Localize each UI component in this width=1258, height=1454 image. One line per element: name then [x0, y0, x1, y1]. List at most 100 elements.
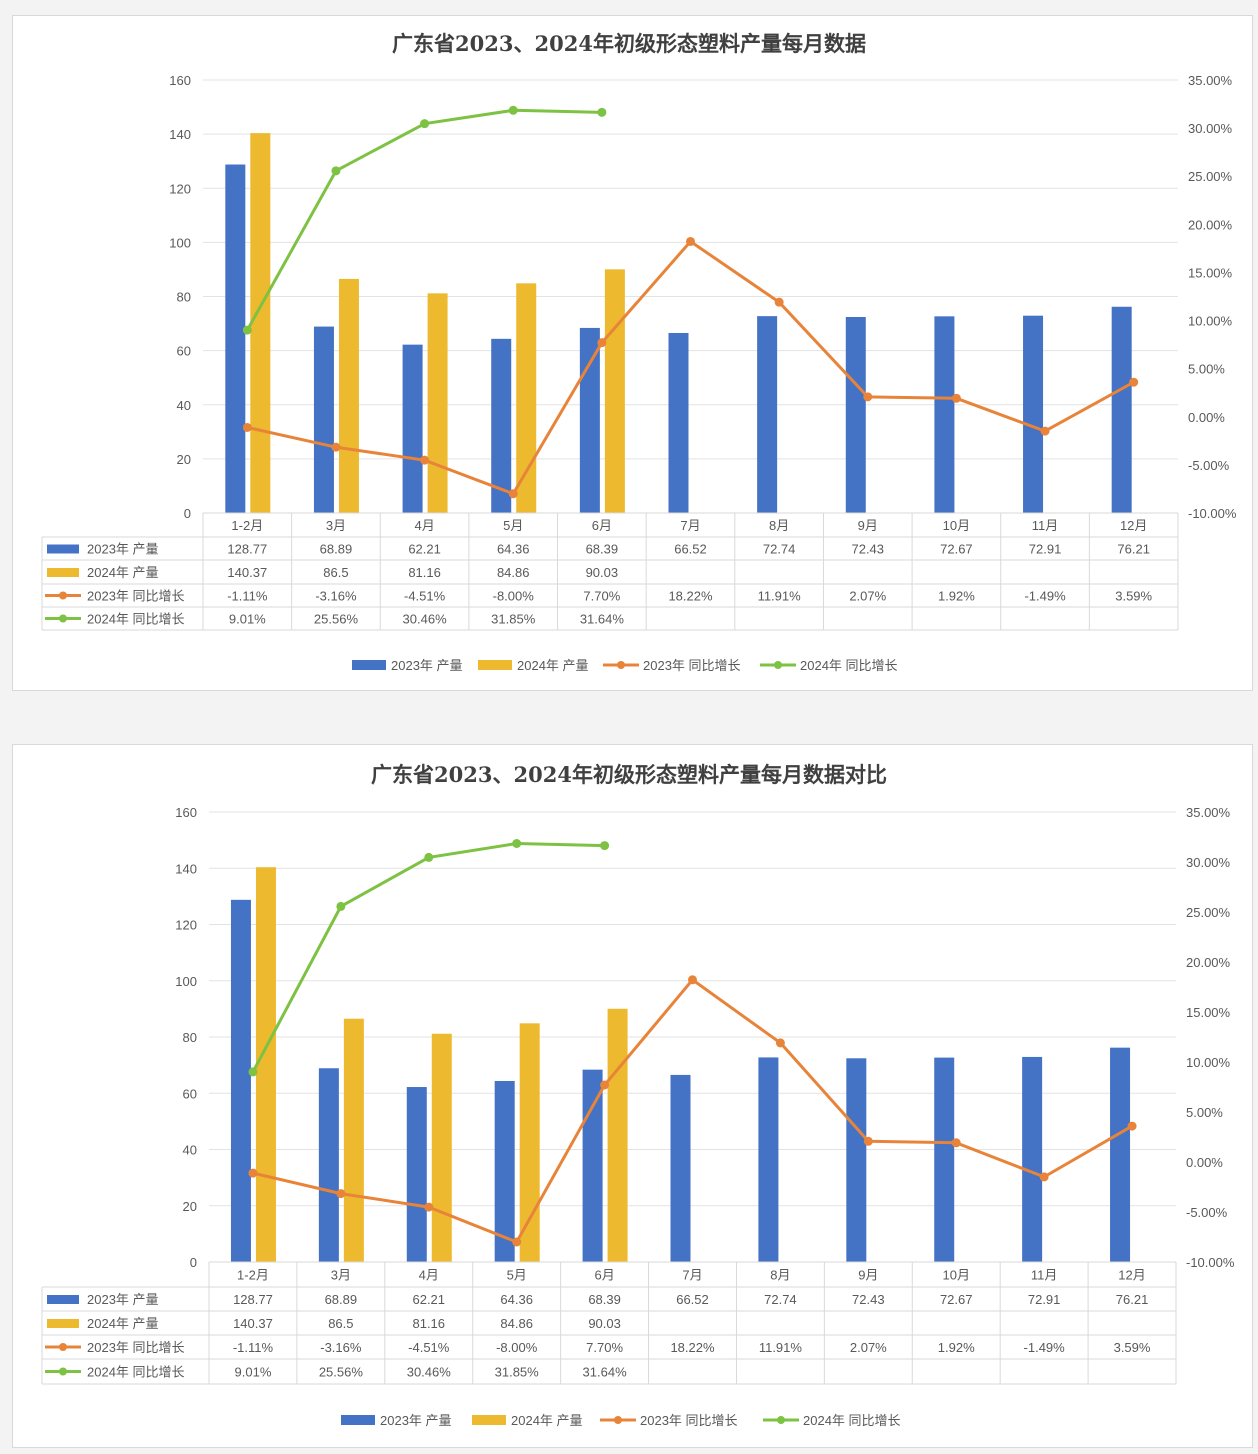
- bar-2023-7: [846, 1058, 867, 1262]
- y2-tick-label: 20.00%: [1186, 955, 1231, 970]
- table-cell: 62.21: [408, 542, 441, 557]
- legend-marker: [777, 1416, 785, 1424]
- table-cell: 2.07%: [849, 589, 886, 604]
- y-tick-label: 40: [183, 1143, 197, 1158]
- category-label: 6月: [594, 1268, 614, 1283]
- legend-label: 2023年 同比增长: [643, 658, 741, 673]
- y-tick-label: 140: [175, 861, 197, 876]
- table-cell: 3.59%: [1114, 1340, 1151, 1355]
- table-cell: -8.00%: [496, 1340, 538, 1355]
- category-label: 7月: [680, 518, 700, 533]
- line-point-2-5: [688, 975, 697, 985]
- y2-tick-label: 25.00%: [1188, 169, 1233, 184]
- table-legend-swatch: [47, 1295, 79, 1304]
- category-label: 1-2月: [237, 1268, 269, 1283]
- y2-tick-label: 0.00%: [1186, 1155, 1223, 1170]
- bar-2024-3: [516, 283, 537, 513]
- table-legend-marker: [59, 1343, 67, 1351]
- table-cell: 72.91: [1029, 542, 1062, 557]
- table-legend-swatch: [47, 544, 79, 554]
- table-cell: 18.22%: [668, 589, 713, 604]
- y2-tick-label: 20.00%: [1188, 217, 1233, 232]
- bar-2023-9: [1023, 315, 1044, 513]
- bar-2023-2: [402, 344, 423, 513]
- chart-panel-1: [12, 15, 1253, 691]
- table-cell: 72.67: [940, 1292, 973, 1307]
- line-point-2-3: [508, 489, 518, 499]
- legend-swatch: [352, 660, 386, 670]
- bar-2024-1: [338, 278, 359, 513]
- legend-marker: [614, 1416, 622, 1424]
- y2-tick-label: 35.00%: [1188, 73, 1233, 88]
- table-cell: 90.03: [586, 565, 619, 580]
- table-legend-marker: [59, 591, 67, 600]
- y-tick-label: 40: [177, 398, 191, 413]
- table-cell: 11.91%: [758, 589, 802, 604]
- table-cell: 25.56%: [314, 612, 359, 627]
- table-cell: 86.5: [323, 565, 348, 580]
- y-tick-label: 140: [169, 127, 191, 142]
- table-legend-swatch: [47, 1319, 79, 1328]
- bar-2023-9: [1022, 1056, 1043, 1262]
- legend-marker: [774, 661, 782, 669]
- category-label: 8月: [770, 1268, 790, 1283]
- category-label: 3月: [331, 1268, 351, 1283]
- y-tick-label: 80: [177, 290, 191, 305]
- legend-label: 2024年 产量: [517, 658, 589, 673]
- table-cell: 64.36: [497, 542, 530, 557]
- table-legend-marker: [59, 1367, 67, 1376]
- line-point-3-0: [242, 325, 252, 335]
- category-label: 12月: [1120, 518, 1147, 533]
- table-cell: 31.85%: [495, 1365, 540, 1380]
- bar-2023-8: [934, 1057, 955, 1262]
- legend-swatch: [472, 1415, 506, 1425]
- y-tick-label: 20: [183, 1199, 197, 1214]
- bar-2024-3: [519, 1023, 540, 1262]
- line-point-2-7: [863, 1136, 873, 1146]
- line-point-2-8: [951, 1138, 961, 1148]
- table-cell: 81.16: [408, 565, 441, 580]
- table-cell: -1.11%: [227, 589, 268, 604]
- y2-tick-label: -10.00%: [1186, 1255, 1235, 1270]
- table-cell: 84.86: [500, 1316, 533, 1331]
- bar-2023-2: [406, 1087, 427, 1262]
- y-tick-label: 20: [177, 452, 191, 467]
- table-cell: 84.86: [497, 565, 530, 580]
- table-cell: 3.59%: [1115, 589, 1152, 604]
- line-point-3-2: [424, 852, 434, 862]
- table-legend-marker: [59, 614, 67, 623]
- line-point-2-4: [597, 338, 607, 348]
- chart-title-1: 广东省2023、2024年初级形态塑料产量每月数据: [392, 31, 866, 56]
- line-point-2-8: [951, 393, 961, 403]
- bar-2023-3: [494, 1080, 515, 1262]
- y-tick-label: 160: [175, 805, 197, 820]
- category-label: 9月: [858, 1268, 878, 1283]
- line-point-2-3: [512, 1237, 522, 1247]
- y-tick-label: 120: [169, 181, 191, 196]
- table-row-header: 2023年 产量: [87, 542, 159, 557]
- line-point-3-4: [597, 107, 607, 117]
- table-cell: 128.77: [233, 1292, 273, 1307]
- category-label: 12月: [1118, 1268, 1145, 1283]
- y2-tick-label: 15.00%: [1188, 265, 1233, 280]
- line-series-3: [246, 108, 602, 331]
- y-tick-label: 120: [175, 918, 197, 933]
- bar-2023-10: [1111, 306, 1132, 513]
- line-series-2: [246, 239, 1135, 496]
- line-point-2-1: [331, 442, 341, 452]
- table-cell: 68.89: [325, 1292, 358, 1307]
- line-point-3-1: [336, 901, 346, 911]
- table-cell: 68.39: [588, 1292, 621, 1307]
- line-point-2-10: [1129, 377, 1139, 387]
- table-cell: 81.16: [412, 1316, 445, 1331]
- bar-2023-6: [758, 1057, 779, 1262]
- table-cell: 86.5: [328, 1316, 353, 1331]
- table-cell: 18.22%: [670, 1340, 715, 1355]
- bar-2024-0: [250, 133, 271, 513]
- table-cell: 128.77: [227, 542, 267, 557]
- chart-panel-2: [12, 744, 1253, 1448]
- bar-2023-4: [582, 1069, 603, 1262]
- line-point-2-10: [1127, 1121, 1137, 1131]
- line-series-3: [251, 841, 605, 1073]
- table-cell: 1.92%: [938, 589, 975, 604]
